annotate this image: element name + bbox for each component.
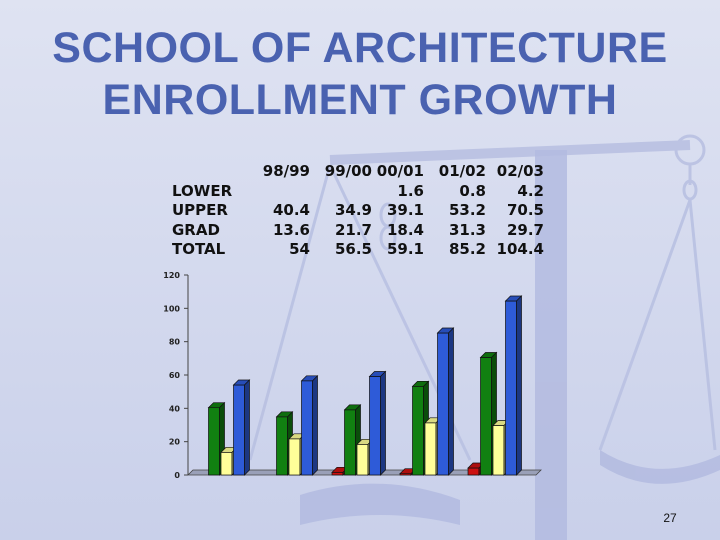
bar-total-00-01 [369, 376, 381, 476]
page-number: 27 [663, 511, 677, 525]
bar-upper-00-01 [344, 409, 356, 476]
column-header: 00/01 [376, 162, 424, 180]
table-cell: 13.6 [272, 220, 310, 239]
bar-upper-99-00 [276, 416, 288, 476]
table-cell: 0.8 [459, 181, 486, 200]
table-row: TOTAL 54 56.5 59.1 85.2 104.4 [172, 240, 544, 260]
table-row: LOWER 1.6 0.8 4.2 [172, 182, 544, 202]
table-cell: 59.1 [386, 240, 424, 258]
bar-upper-98-99 [208, 407, 220, 476]
table-cell: 1.6 [397, 181, 424, 200]
slide-title: SCHOOL OF ARCHITECTURE ENROLLMENT GROWTH [0, 22, 720, 126]
bar-total-98-99 [233, 384, 245, 476]
y-tick-label: 40 [169, 404, 181, 413]
bar-grad-99-00 [288, 438, 301, 476]
bar-side-total-98-99 [244, 379, 250, 476]
y-tick-label: 20 [169, 438, 181, 447]
bar-total-02-03 [505, 300, 517, 476]
bar-upper-01-02 [412, 385, 424, 476]
y-tick-label: 60 [169, 371, 181, 380]
table-cell: 53.2 [448, 201, 486, 219]
y-tick-label: 120 [163, 271, 180, 280]
bar-total-99-00 [301, 380, 313, 476]
table-row: GRAD 13.6 21.7 18.4 31.3 29.7 [172, 221, 544, 241]
table-cell: 31.3 [448, 220, 486, 239]
row-label: TOTAL [172, 240, 226, 258]
table-cell: 40.4 [272, 201, 310, 219]
y-tick-label: 100 [163, 304, 180, 313]
bar-grad-98-99 [220, 451, 233, 476]
row-label: LOWER [172, 181, 233, 200]
bar-total-01-02 [437, 332, 449, 476]
bar-lower-02-03 [467, 467, 480, 476]
table-header-row: 98/99 99/00 00/01 01/02 02/03 [172, 162, 544, 182]
table-cell: 56.5 [334, 240, 372, 258]
table-corner [172, 162, 258, 182]
row-label: UPPER [172, 201, 228, 219]
row-label: GRAD [172, 220, 220, 239]
bar-grad-01-02 [424, 422, 437, 476]
column-header: 01/02 [438, 162, 486, 180]
table-cell: 34.9 [334, 201, 372, 219]
column-header: 98/99 [262, 162, 310, 180]
table-cell: 4.2 [517, 181, 544, 200]
column-header: 02/03 [496, 162, 544, 180]
enrollment-table: 98/99 99/00 00/01 01/02 02/03 LOWER 1.6 … [172, 162, 544, 260]
table-cell: 18.4 [386, 220, 424, 239]
enrollment-bar-chart: 0 20 40 60 80 100 120 [163, 271, 542, 480]
table-cell: 104.4 [496, 240, 544, 258]
table-cell: 54 [289, 240, 310, 258]
bar-lower-00-01 [331, 471, 344, 476]
y-tick-label: 0 [174, 471, 180, 480]
table-cell: 21.7 [334, 220, 372, 239]
table-cell: 29.7 [506, 220, 544, 239]
table-cell: 39.1 [386, 201, 424, 219]
column-header: 99/00 [324, 162, 372, 180]
y-tick-label: 80 [169, 338, 181, 347]
title-line-1: SCHOOL OF ARCHITECTURE [52, 24, 668, 72]
table-cell [310, 182, 372, 202]
table-row: UPPER 40.4 34.9 39.1 53.2 70.5 [172, 201, 544, 221]
table-cell [258, 182, 310, 202]
title-line-2: ENROLLMENT GROWTH [102, 76, 618, 124]
bar-upper-02-03 [480, 357, 492, 476]
bar-side-total-01-02 [448, 327, 454, 476]
table-cell: 85.2 [448, 240, 486, 258]
bar-grad-00-01 [356, 443, 369, 476]
table-cell: 70.5 [506, 201, 544, 219]
bar-grad-02-03 [492, 425, 505, 476]
bar-side-total-99-00 [312, 374, 318, 476]
bar-side-total-00-01 [380, 370, 386, 476]
bar-side-total-02-03 [516, 295, 522, 476]
